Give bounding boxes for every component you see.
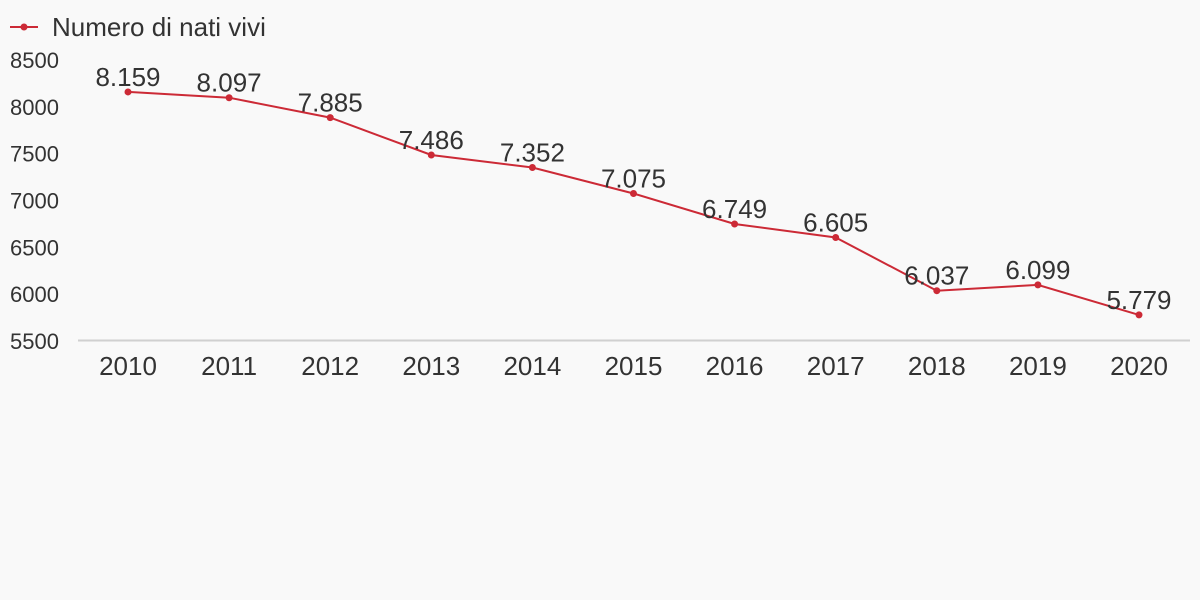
data-point [933, 287, 941, 295]
x-tick-label: 2017 [807, 351, 865, 381]
series-line [127, 90, 1140, 316]
data-point [731, 220, 739, 228]
data-point [427, 151, 435, 159]
data-label: 7.352 [500, 138, 565, 168]
data-point [124, 88, 132, 96]
data-label: 6.037 [904, 261, 969, 291]
y-tick-label: 7500 [10, 142, 59, 167]
data-label: 7.075 [601, 163, 666, 193]
data-point [630, 189, 637, 197]
x-tick-label: 2015 [605, 351, 663, 381]
legend-dot-marker [20, 23, 28, 31]
x-tick-label: 2013 [402, 351, 460, 381]
data-point [1135, 311, 1143, 319]
y-tick-label: 8500 [10, 48, 59, 73]
x-tick-label: 2018 [908, 351, 966, 381]
data-point [225, 94, 233, 102]
data-point [528, 164, 536, 172]
x-tick-label: 2019 [1009, 351, 1067, 381]
data-label: 5.779 [1106, 285, 1171, 315]
data-label: 7.486 [399, 125, 464, 155]
x-axis: 2010 2011 2012 2013 2014 2015 2016 2017 2018 2019… [99, 351, 1168, 381]
data-point [326, 114, 334, 122]
y-tick-label: 6000 [10, 282, 59, 307]
legend-label: Numero di nati vivi [52, 12, 266, 42]
data-point [1034, 281, 1042, 289]
x-tick-label: 2020 [1110, 351, 1168, 381]
x-tick-label: 2011 [201, 351, 257, 381]
x-tick-label: 2012 [301, 351, 359, 381]
data-label: 8.097 [197, 68, 262, 98]
y-tick-label: 7000 [10, 189, 59, 214]
y-axis: 8500 8000 7500 7000 6500 6000 5500 [10, 48, 59, 354]
x-tick-label: 2016 [706, 351, 764, 381]
data-point [832, 233, 840, 241]
x-tick-label: 2010 [99, 351, 157, 381]
y-tick-label: 8000 [10, 95, 59, 120]
data-label: 7.885 [298, 88, 363, 118]
series-group: 8.159 8.097 7.885 7.486 7.352 7.075 6.749 6.605… [95, 62, 1172, 319]
y-tick-label: 5500 [10, 329, 59, 354]
data-label: 6.749 [702, 194, 767, 224]
data-label: 8.159 [95, 62, 160, 92]
data-label: 6.605 [803, 207, 868, 237]
x-tick-label: 2014 [503, 351, 561, 381]
y-tick-label: 6500 [10, 235, 59, 260]
data-label: 6.099 [1005, 255, 1070, 285]
legend: Numero di nati vivi [10, 12, 266, 42]
